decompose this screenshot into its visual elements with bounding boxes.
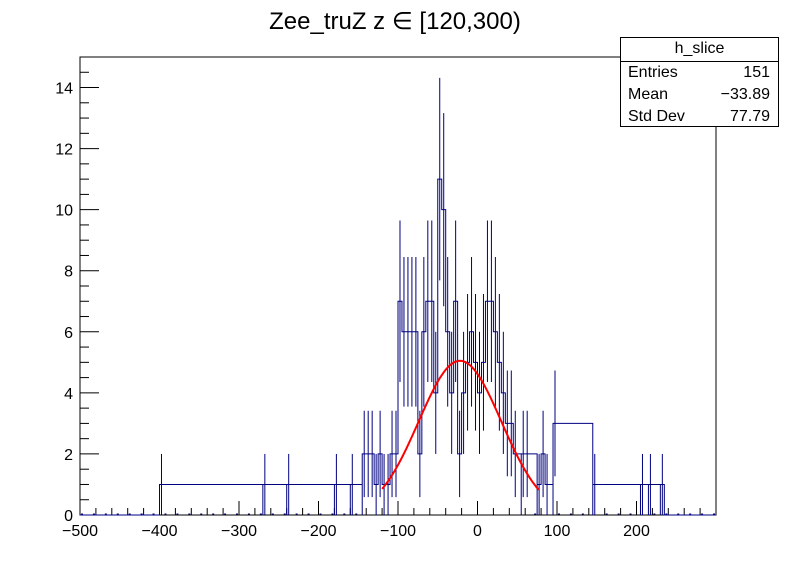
chart-title: Zee_truZ z ∈ [120,300) [269,8,521,35]
axis-ticks [79,56,717,516]
y-tick-label: 10 [55,203,73,220]
stats-label: Mean [628,86,669,103]
x-tick-label: −200 [300,523,336,540]
x-tick-label: 100 [544,523,571,540]
gaussian-fit-curve [381,359,540,491]
stats-label: Entries [628,64,678,81]
x-tick-label: −400 [141,523,177,540]
stats-row-mean: Mean −33.89 [621,84,778,106]
stats-value: 151 [743,64,770,81]
y-tick-label: 14 [55,81,73,98]
y-tick-label: 0 [64,508,73,525]
stats-box: h_slice Entries 151 Mean −33.89 Std Dev … [620,37,779,127]
x-tick-label: −500 [62,523,98,540]
stats-row-entries: Entries 151 [621,62,778,84]
stats-label: Std Dev [628,108,685,125]
stats-row-stddev: Std Dev 77.79 [621,106,778,128]
x-tick-label: −100 [380,523,416,540]
stats-title: h_slice [621,38,778,62]
y-tick-label: 4 [64,386,73,403]
histogram-series [80,178,716,516]
y-tick-label: 2 [64,447,73,464]
stats-value: 77.79 [729,108,770,125]
y-axis-tick-labels: 0 2 4 6 8 10 12 14 [55,81,73,525]
stats-value: −33.89 [720,86,770,103]
y-tick-label: 8 [64,264,73,281]
y-tick-label: 12 [55,142,73,159]
x-tick-label: −300 [221,523,257,540]
x-tick-label: 0 [473,523,482,540]
y-tick-label: 6 [64,325,73,342]
x-axis-tick-labels: −500 −400 −300 −200 −100 0 100 200 [62,523,650,540]
x-tick-label: 200 [623,523,650,540]
